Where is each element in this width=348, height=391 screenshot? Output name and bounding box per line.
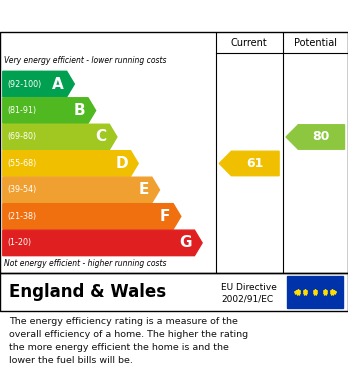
Text: F: F	[160, 209, 171, 224]
Text: (39-54): (39-54)	[7, 185, 36, 194]
Polygon shape	[219, 151, 279, 176]
Text: (21-38): (21-38)	[7, 212, 36, 221]
Text: C: C	[95, 129, 106, 145]
Polygon shape	[3, 204, 181, 229]
Text: Energy Efficiency Rating: Energy Efficiency Rating	[9, 9, 219, 24]
Text: 61: 61	[247, 157, 264, 170]
Text: Potential: Potential	[294, 38, 337, 48]
Bar	[287, 276, 343, 308]
Polygon shape	[3, 151, 138, 176]
Text: Very energy efficient - lower running costs: Very energy efficient - lower running co…	[4, 56, 167, 65]
Text: (55-68): (55-68)	[7, 159, 36, 168]
Text: A: A	[52, 77, 64, 91]
Polygon shape	[3, 98, 96, 123]
Polygon shape	[3, 177, 159, 203]
Text: England & Wales: England & Wales	[9, 283, 166, 301]
Text: The energy efficiency rating is a measure of the
overall efficiency of a home. T: The energy efficiency rating is a measur…	[9, 317, 248, 365]
Text: E: E	[139, 183, 149, 197]
Text: 2002/91/EC: 2002/91/EC	[221, 294, 273, 303]
Polygon shape	[3, 124, 117, 150]
Text: (92-100): (92-100)	[7, 79, 41, 88]
Polygon shape	[286, 125, 345, 149]
Text: 80: 80	[313, 131, 330, 143]
Text: (69-80): (69-80)	[7, 133, 36, 142]
Polygon shape	[3, 230, 202, 256]
Text: G: G	[179, 235, 192, 250]
Polygon shape	[3, 71, 74, 97]
Text: (81-91): (81-91)	[7, 106, 36, 115]
Text: D: D	[115, 156, 128, 171]
Text: Current: Current	[231, 38, 268, 48]
Text: Not energy efficient - higher running costs: Not energy efficient - higher running co…	[4, 259, 167, 268]
Text: EU Directive: EU Directive	[221, 283, 277, 292]
Text: B: B	[73, 103, 85, 118]
Text: (1-20): (1-20)	[7, 239, 31, 248]
